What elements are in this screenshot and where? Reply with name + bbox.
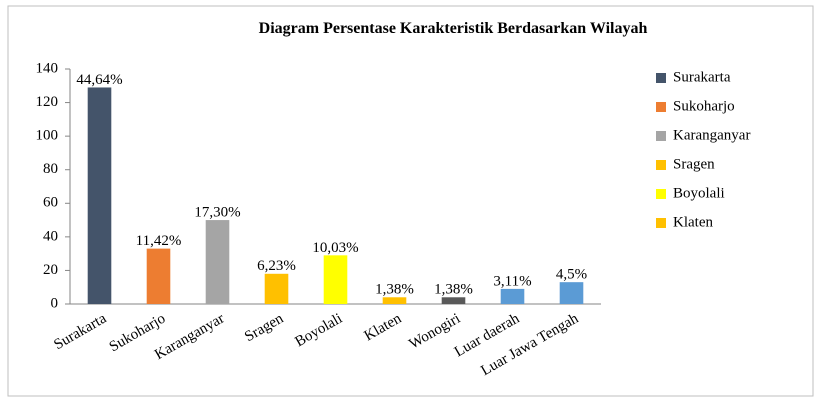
legend-swatch [656, 218, 666, 228]
bar [500, 288, 525, 304]
bar [205, 220, 230, 304]
legend-swatch [656, 102, 666, 112]
y-tick-label: 80 [43, 161, 58, 177]
y-tick-label: 0 [51, 295, 59, 311]
legend-label: Klaten [673, 214, 713, 230]
bar [264, 273, 289, 304]
bar [323, 255, 348, 304]
value-label: 1,38% [434, 282, 473, 298]
y-tick-label: 60 [43, 195, 58, 211]
y-tick-label: 40 [43, 228, 58, 244]
legend-label: Boyolali [673, 185, 725, 201]
value-label: 6,23% [257, 258, 296, 274]
y-tick-label: 120 [36, 94, 59, 110]
value-label: 1,38% [375, 282, 414, 298]
chart-border [7, 5, 814, 397]
legend-label: Karanganyar [673, 127, 750, 143]
legend-swatch [656, 131, 666, 141]
legend-label: Sragen [673, 156, 715, 172]
y-tick-label: 140 [36, 60, 59, 76]
y-tick-label: 20 [43, 262, 58, 278]
legend-swatch [656, 160, 666, 170]
bar [559, 282, 584, 304]
value-label: 44,64% [76, 72, 122, 88]
value-label: 3,11% [493, 273, 531, 289]
value-label: 4,5% [556, 267, 587, 283]
chart-title: Diagram Persentase Karakteristik Berdasa… [258, 20, 648, 37]
y-tick-label: 100 [36, 128, 59, 144]
bar [382, 297, 407, 304]
bar [441, 297, 466, 304]
value-label: 10,03% [312, 240, 358, 256]
bar [87, 87, 112, 304]
legend-swatch [656, 189, 666, 199]
bar [146, 248, 171, 304]
value-label: 17,30% [194, 205, 240, 221]
value-label: 11,42% [136, 233, 182, 249]
legend-label: Sukoharjo [673, 98, 735, 114]
legend-label: Surakarta [673, 69, 731, 85]
legend-swatch [656, 73, 666, 83]
